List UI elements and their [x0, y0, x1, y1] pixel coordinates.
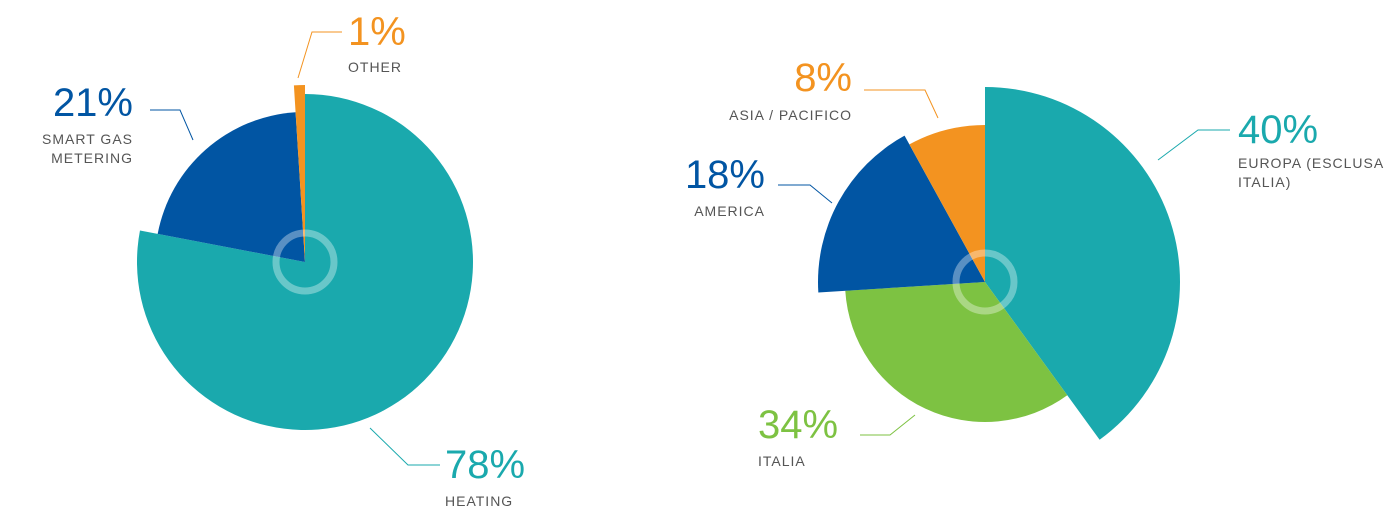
- pie-slice: [293, 85, 305, 262]
- category-label: HEATING: [445, 493, 514, 508]
- category-label: EUROPA (ESCLUSA ITALIA): [1238, 155, 1384, 190]
- category-label: ASIA / PACIFICO: [729, 107, 852, 123]
- value-label: 21%: [52, 81, 133, 125]
- category-label: SMART GAS METERING: [42, 131, 133, 166]
- category-label: OTHER: [348, 59, 402, 75]
- leader-line: [150, 109, 194, 141]
- value-label: 78%: [445, 443, 526, 487]
- value-label: 34%: [758, 403, 839, 447]
- pie-slice: [818, 135, 985, 293]
- category-label: ITALIA: [758, 453, 806, 469]
- pie-slice: [909, 125, 985, 282]
- leader-line: [860, 414, 916, 436]
- value-label: 18%: [684, 153, 765, 197]
- category-label: AMERICA: [694, 203, 765, 219]
- pie-slice: [985, 87, 1180, 440]
- value-label: 40%: [1238, 108, 1319, 152]
- center-ring: [952, 249, 1018, 315]
- leader-line: [778, 184, 833, 204]
- pie-slice: [137, 94, 473, 431]
- leader-line: [297, 31, 342, 79]
- center-ring: [272, 229, 338, 295]
- value-label: 8%: [794, 56, 852, 100]
- leader-line: [1157, 129, 1230, 161]
- leader-line: [369, 427, 440, 466]
- pie-slice: [157, 112, 305, 262]
- value-label: 1%: [348, 10, 406, 54]
- pie-slice: [845, 282, 1068, 423]
- leader-line: [864, 89, 939, 119]
